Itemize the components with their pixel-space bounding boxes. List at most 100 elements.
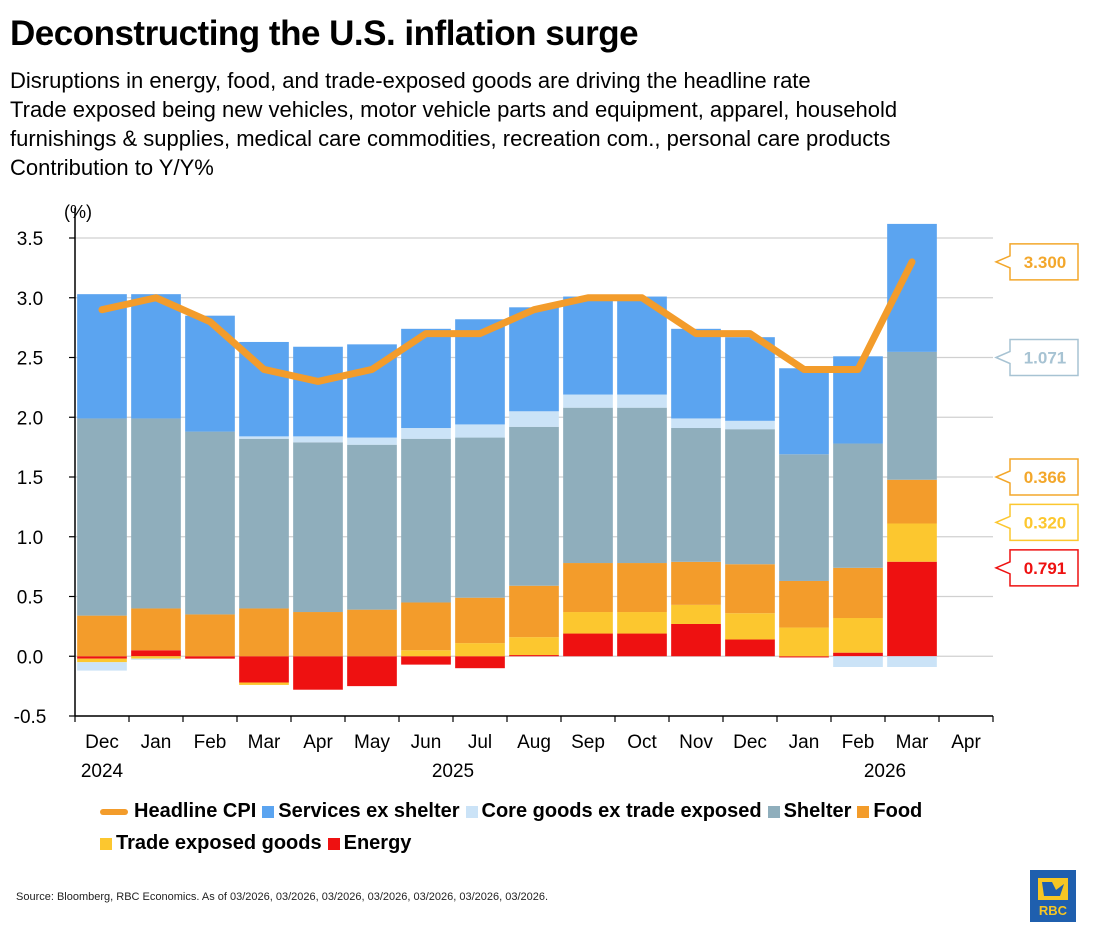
bar-segment-energy xyxy=(779,656,829,658)
bar-segment-food xyxy=(293,612,343,657)
bar-segment-shelter xyxy=(401,438,451,603)
legend-label: Shelter xyxy=(783,800,852,822)
x-tick-label: Oct xyxy=(627,732,657,753)
bar-segment-trade xyxy=(725,613,775,640)
callout-box xyxy=(994,503,1079,542)
bar-segment-coregoods xyxy=(725,420,775,430)
y-tick-label: 2.0 xyxy=(17,408,43,429)
legend-item-shelter: Shelter xyxy=(767,800,852,823)
bar-segment-energy xyxy=(77,656,127,659)
bar-segment-shelter xyxy=(347,444,397,610)
bar-segment-services xyxy=(725,337,775,421)
legend-item-coregoods: Core goods ex trade exposed xyxy=(465,800,762,823)
headline-cpi-series-line xyxy=(98,258,916,385)
bar-segment-energy xyxy=(131,650,181,657)
year-label: 2026 xyxy=(864,761,906,782)
y-tick-label: 1.5 xyxy=(17,468,43,489)
callout-label: 1.071 xyxy=(1024,349,1067,368)
chart-title: Deconstructing the U.S. inflation surge xyxy=(10,14,639,53)
bar-segment-energy xyxy=(185,656,235,659)
legend-label: Headline CPI xyxy=(134,800,257,822)
y-tick-label: 3.0 xyxy=(17,289,43,310)
bar-segment-trade xyxy=(779,627,829,657)
bar-segment-food xyxy=(671,561,721,605)
bar-segment-trade xyxy=(617,612,667,634)
legend-row-1: Headline CPI Services ex shelter Core good… xyxy=(100,800,928,823)
legend-item-trade: Trade exposed goods xyxy=(100,832,322,855)
bar-segment-services xyxy=(131,294,181,419)
bar-segment-food xyxy=(185,614,235,657)
bar-segment-services xyxy=(563,296,613,395)
bar-segment-trade xyxy=(563,612,613,634)
x-tick-label: Dec xyxy=(733,732,767,753)
bar-segment-shelter xyxy=(779,454,829,581)
bar-segment-coregoods xyxy=(563,394,613,408)
bar-segment-food xyxy=(725,564,775,614)
bar-segment-trade xyxy=(833,618,883,653)
callout-label: 0.791 xyxy=(1024,559,1067,578)
bar-segment-shelter xyxy=(833,443,883,568)
bar-segment-coregoods xyxy=(887,656,937,668)
callout-box xyxy=(994,458,1079,496)
bar-segment-trade xyxy=(77,658,127,663)
legend-item-food: Food xyxy=(857,800,922,823)
y-tick-label: 2.5 xyxy=(17,349,43,370)
bar-segment-coregoods xyxy=(347,437,397,445)
bar-segment-energy xyxy=(833,652,883,657)
y-unit-label: (%) xyxy=(64,202,92,222)
bar-segment-food xyxy=(455,597,505,644)
callout-label: 0.366 xyxy=(1024,468,1067,487)
bar-segment-trade xyxy=(509,637,559,656)
legend-swatch xyxy=(262,805,275,818)
bar-segment-energy xyxy=(239,656,289,683)
legend-label: Core goods ex trade exposed xyxy=(481,800,762,822)
subtitle-line-2: Trade exposed being new vehicles, motor … xyxy=(10,97,898,122)
headline-cpi-line xyxy=(98,258,916,385)
callout-label: 3.300 xyxy=(1024,253,1067,272)
x-tick-label: Feb xyxy=(842,732,875,753)
subtitle-line-4: Contribution to Y/Y% xyxy=(10,155,214,180)
bar-segment-energy xyxy=(347,656,397,687)
bar-segment-shelter xyxy=(455,437,505,598)
year-label: 2024 xyxy=(81,761,124,782)
bar-segment-shelter xyxy=(509,426,559,586)
bar-segment-coregoods xyxy=(455,424,505,438)
bar-segment-shelter xyxy=(185,431,235,615)
bar-segment-coregoods xyxy=(617,394,667,408)
bar-segment-energy xyxy=(671,623,721,657)
bar-segment-coregoods xyxy=(293,436,343,443)
x-tick-label: Dec xyxy=(85,732,119,753)
legend-swatch xyxy=(857,805,870,818)
y-tick-label: -0.5 xyxy=(14,707,47,728)
bar-segment-food xyxy=(401,602,451,651)
legend-item-services: Services ex shelter xyxy=(262,800,460,823)
bar-segment-food xyxy=(347,609,397,657)
bar-segment-trade xyxy=(455,643,505,657)
bar-segment-services xyxy=(77,294,127,419)
legend-swatch xyxy=(327,837,340,850)
bar-segment-energy xyxy=(617,633,667,657)
bar-segment-shelter xyxy=(617,407,667,564)
legend-label: Energy xyxy=(343,832,412,854)
bar-segment-services xyxy=(779,368,829,455)
bar-segment-trade xyxy=(671,604,721,624)
bar-segment-trade xyxy=(887,523,937,562)
y-tick-label: 1.0 xyxy=(17,528,43,549)
bar-segment-energy xyxy=(509,655,559,657)
legend-item-energy: Energy xyxy=(327,832,412,855)
x-tick-label: Mar xyxy=(248,732,281,753)
bar-segment-coregoods xyxy=(509,411,559,427)
bar-segment-food xyxy=(509,585,559,638)
legend-swatch xyxy=(767,805,780,818)
bar-segment-food xyxy=(77,615,127,657)
bar-segment-coregoods xyxy=(671,418,721,429)
bar-segment-shelter xyxy=(77,418,127,616)
x-tick-label: Jan xyxy=(141,732,172,753)
legend-swatch xyxy=(465,805,478,818)
bar-segment-services xyxy=(671,328,721,419)
x-tick-label: Sep xyxy=(571,732,605,753)
bar-segment-trade xyxy=(131,656,181,659)
y-tick-label: 0.5 xyxy=(17,588,43,609)
bar-segment-shelter xyxy=(671,428,721,562)
legend-label: Food xyxy=(873,800,923,822)
